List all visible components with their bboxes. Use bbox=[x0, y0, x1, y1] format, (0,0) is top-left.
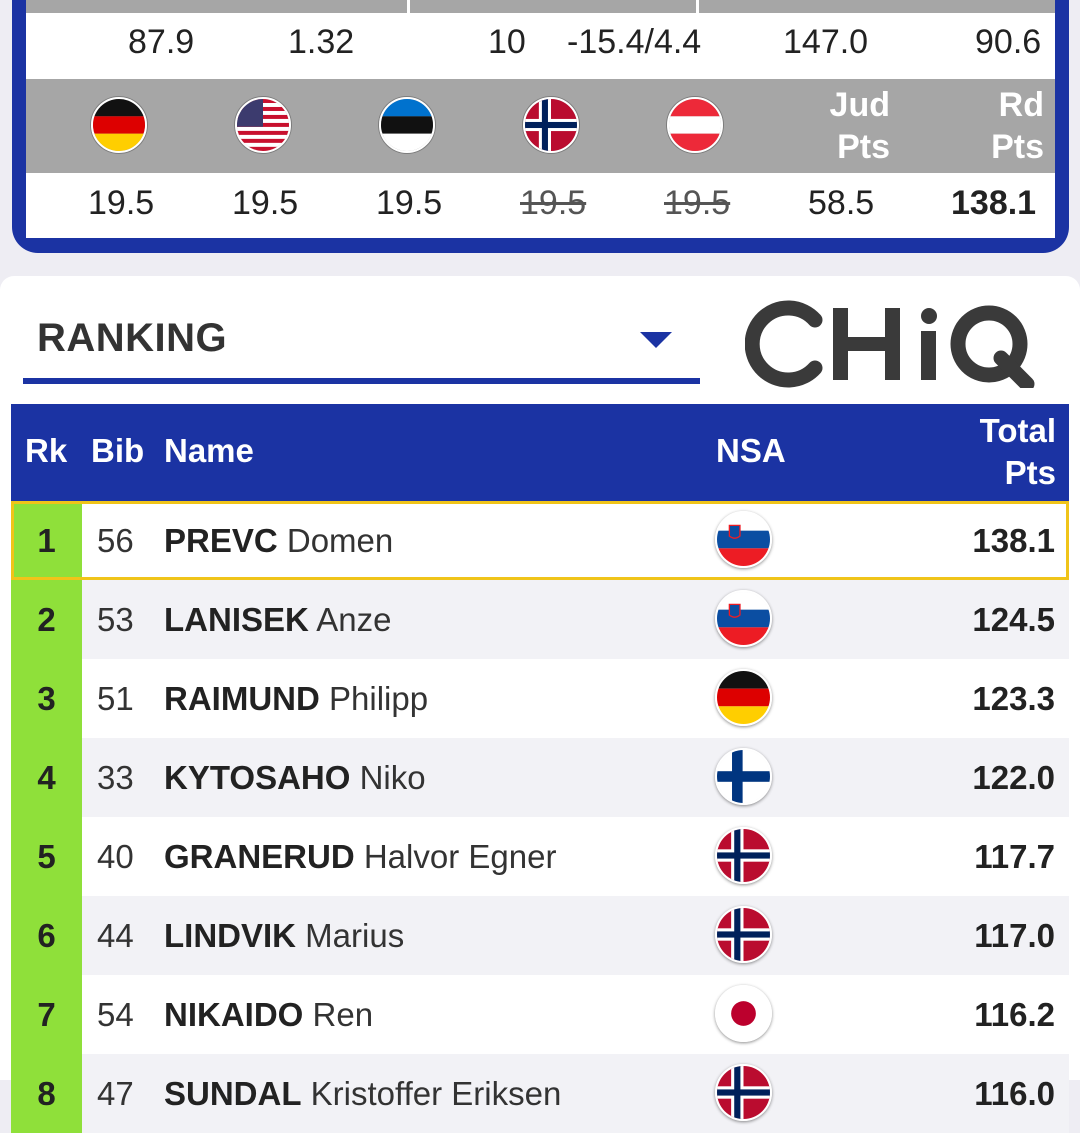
sponsor-logo bbox=[744, 298, 1035, 392]
total-pts: 138.1 bbox=[972, 522, 1055, 559]
total-pts: 124.5 bbox=[972, 601, 1055, 638]
finland-flag-icon bbox=[715, 748, 772, 805]
athlete-name: GRANERUD Halvor Egner bbox=[164, 838, 557, 875]
slovenia-flag-icon bbox=[715, 511, 772, 568]
judge-score: 19.5 bbox=[232, 184, 299, 222]
judges-header-strip: Jud Pts Rd Pts bbox=[26, 79, 1055, 173]
jump-detail-body: 87.9 1.32 10 -15.4/4.4 147.0 90.6 bbox=[26, 0, 1055, 238]
ranking-dropdown[interactable]: RANKING bbox=[23, 306, 700, 384]
total-pts: 117.7 bbox=[974, 838, 1055, 875]
jump-value: 87.9 bbox=[128, 23, 195, 61]
total-pts: 117.0 bbox=[974, 917, 1055, 954]
athlete-name: LANISEK Anze bbox=[164, 601, 392, 638]
athlete-name: LINDVIK Marius bbox=[164, 917, 405, 954]
bib-cell: 47 bbox=[97, 1075, 134, 1112]
germany-flag-icon bbox=[715, 669, 772, 726]
ranking-panel: RANKING Rk Bib Name NSA Total Pts 1 56 PR… bbox=[0, 276, 1080, 1133]
athlete-name: RAIMUND Philipp bbox=[164, 680, 429, 717]
total-pts: 122.0 bbox=[972, 759, 1055, 796]
table-row[interactable]: 5 40 GRANERUD Halvor Egner 117.7 bbox=[11, 817, 1069, 896]
jud-pts-header: Jud Pts bbox=[829, 86, 890, 166]
total-pts: 116.0 bbox=[974, 1075, 1055, 1112]
nsa-header: NSA bbox=[716, 432, 786, 469]
total-pts: 116.2 bbox=[974, 996, 1055, 1033]
athlete-name: SUNDAL Kristoffer Eriksen bbox=[164, 1075, 562, 1112]
norway-flag-icon bbox=[715, 906, 772, 963]
estonia-flag-icon bbox=[379, 97, 435, 153]
bib-cell: 54 bbox=[97, 996, 134, 1033]
jump-value: -15.4/4.4 bbox=[567, 23, 702, 61]
rd-pts-header: Rd Pts bbox=[991, 86, 1044, 166]
athlete-name: KYTOSAHO Niko bbox=[164, 759, 426, 796]
table-row[interactable]: 8 47 SUNDAL Kristoffer Eriksen 116.0 bbox=[11, 1054, 1069, 1133]
athlete-name: NIKAIDO Ren bbox=[164, 996, 374, 1033]
rank-cell: 4 bbox=[11, 738, 82, 817]
jump-value: 90.6 bbox=[975, 23, 1042, 61]
total-pts: 123.3 bbox=[972, 680, 1055, 717]
rank-cell: 5 bbox=[11, 817, 82, 896]
rank-cell: 7 bbox=[11, 975, 82, 1054]
table-row[interactable]: 6 44 LINDVIK Marius 117.0 bbox=[11, 896, 1069, 975]
bib-cell: 33 bbox=[97, 759, 134, 796]
bib-cell: 53 bbox=[97, 601, 134, 638]
norway-flag-icon bbox=[523, 97, 579, 153]
table-row[interactable]: 4 33 KYTOSAHO Niko 122.0 bbox=[11, 738, 1069, 817]
table-row[interactable]: 3 51 RAIMUND Philipp 123.3 bbox=[11, 659, 1069, 738]
norway-flag-icon bbox=[715, 1064, 772, 1121]
judge-score: 19.5 bbox=[88, 184, 155, 222]
name-header: Name bbox=[164, 432, 254, 469]
norway-flag-icon bbox=[715, 827, 772, 884]
judge-score-struck: 19.5 bbox=[520, 184, 587, 222]
rank-cell: 6 bbox=[11, 896, 82, 975]
jump-detail-card: 87.9 1.32 10 -15.4/4.4 147.0 90.6 bbox=[12, 0, 1069, 253]
slovenia-flag-icon bbox=[715, 590, 772, 647]
table-row[interactable]: 1 56 PREVC Domen 138.1 bbox=[11, 501, 1069, 580]
jump-detail-header-strip bbox=[26, 0, 1055, 13]
ranking-table-header: Rk Bib Name NSA Total Pts bbox=[11, 404, 1069, 501]
rank-cell: 8 bbox=[11, 1054, 82, 1133]
usa-flag-icon bbox=[235, 97, 291, 153]
jump-value: 10 bbox=[488, 23, 526, 61]
rank-cell: 2 bbox=[11, 580, 82, 659]
total-pts-header: Total Pts bbox=[979, 412, 1056, 491]
jump-value: 147.0 bbox=[783, 23, 869, 61]
bib-cell: 56 bbox=[97, 522, 134, 559]
bib-header: Bib bbox=[91, 432, 145, 469]
judge-score-struck: 19.5 bbox=[664, 184, 731, 222]
judge-score: 19.5 bbox=[376, 184, 443, 222]
bib-cell: 51 bbox=[97, 680, 134, 717]
table-row[interactable]: 2 53 LANISEK Anze 124.5 bbox=[11, 580, 1069, 659]
austria-flag-icon bbox=[667, 97, 723, 153]
germany-flag-icon bbox=[91, 97, 147, 153]
table-row[interactable]: 7 54 NIKAIDO Ren 116.2 bbox=[11, 975, 1069, 1054]
rank-cell: 3 bbox=[11, 659, 82, 738]
japan-flag-icon bbox=[715, 985, 772, 1042]
bib-cell: 40 bbox=[97, 838, 134, 875]
jump-value: 1.32 bbox=[288, 23, 355, 61]
rk-header: Rk bbox=[25, 432, 68, 469]
athlete-name: PREVC Domen bbox=[164, 522, 394, 559]
jud-pts-value: 58.5 bbox=[808, 184, 875, 222]
rd-pts-value: 138.1 bbox=[951, 184, 1037, 222]
caret-down-icon bbox=[640, 332, 672, 348]
ranking-dropdown-label: RANKING bbox=[37, 316, 228, 360]
rank-cell: 1 bbox=[11, 501, 82, 580]
bib-cell: 44 bbox=[97, 917, 134, 954]
